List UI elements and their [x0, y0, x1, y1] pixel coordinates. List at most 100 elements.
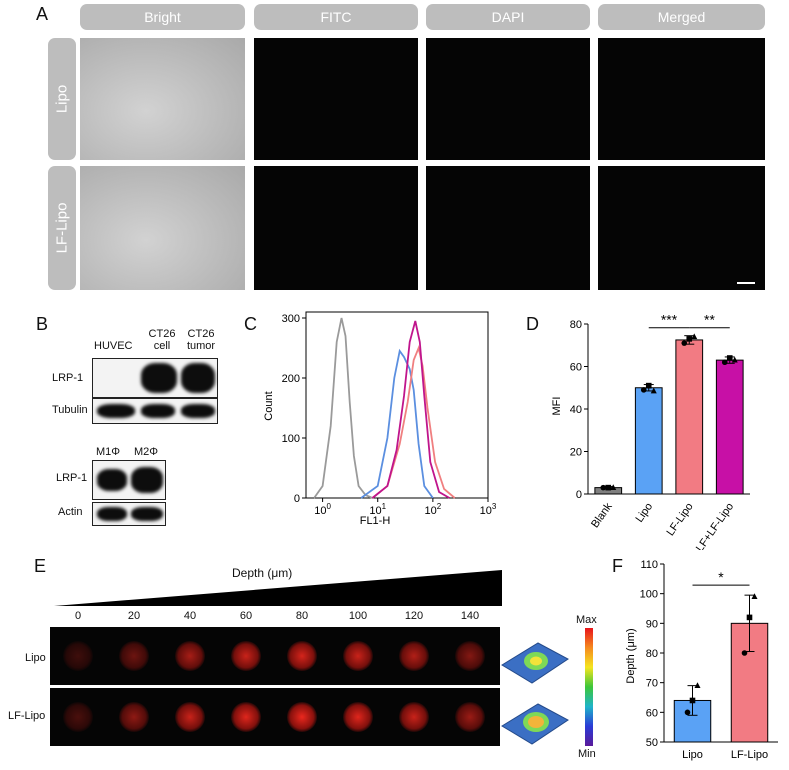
micrograph-lipo-bright [80, 38, 245, 160]
colorbar-max-label: Max [576, 614, 597, 626]
spheroid-row-label-lipo: Lipo [25, 652, 46, 664]
panel-f-letter: F [612, 556, 623, 576]
blot-row-actin: Actin [58, 506, 83, 518]
blot-row-lrp1-bottom: LRP-1 [56, 472, 88, 484]
data-point [726, 355, 733, 361]
data-point [640, 387, 647, 393]
spheroid-image [63, 702, 93, 732]
spheroid-image [399, 641, 429, 671]
significance-label: ** [704, 312, 715, 328]
data-point [751, 593, 758, 600]
micrograph-lipo-dapi [426, 38, 590, 160]
col-header-fitc: FITC [254, 4, 418, 30]
depth-label-40: 40 [183, 610, 197, 622]
chart-c-xtick-label: 103 [480, 502, 497, 517]
row-header-lf-lipo: LF-Lipo [48, 166, 76, 290]
depth-label-120: 120 [404, 610, 424, 622]
data-point [600, 484, 607, 491]
data-point [605, 484, 612, 491]
depth-label-140: 140 [460, 610, 480, 622]
chart-c-ylabel: Count [263, 391, 275, 420]
bar-1 [634, 387, 663, 495]
spheroid-image [119, 641, 149, 671]
data-point [650, 387, 657, 394]
y-tick-label: 100 [640, 589, 658, 601]
chart-c-ytick-label: 200 [282, 373, 300, 385]
data-point [610, 484, 617, 491]
panel-c-letter: C [244, 314, 257, 334]
depth-label-20: 20 [127, 610, 141, 622]
category-label: LF-Lipo [664, 501, 695, 538]
category-label: Lipo [682, 749, 703, 761]
significance-label: *** [661, 312, 678, 328]
spheroid-row-lipo [50, 627, 560, 685]
chart-c-frame [305, 311, 489, 499]
depth-label-100: 100 [348, 610, 368, 622]
chart-c-series [313, 317, 456, 499]
histogram-series-0 [313, 317, 373, 499]
spheroid-row-label-lf-lipo: LF-Lipo [8, 710, 46, 722]
y-tick-label: 80 [646, 648, 658, 660]
col-header-merged: Merged [598, 4, 765, 30]
chart-c-ytick-label: 100 [282, 433, 300, 445]
data-point [645, 382, 652, 389]
micrograph-lf-lipo-dapi [426, 166, 590, 290]
y-tick-label: 40 [570, 404, 582, 416]
micrograph-lipo-fitc [254, 38, 418, 160]
y-tick-label: 60 [570, 362, 582, 374]
depth-wedge [54, 570, 502, 606]
scale-bar [737, 282, 755, 284]
3d-surface-lf-lipo [500, 688, 570, 746]
blot-col-huvec: HUVEC [94, 340, 133, 352]
panel-b-letter: B [36, 314, 49, 334]
blot-row-lrp1-top: LRP-1 [52, 372, 84, 384]
col-header-bright: Bright [80, 4, 245, 30]
colorbar-min-label: Min [578, 748, 596, 760]
data-point [746, 614, 753, 621]
histogram-series-1 [360, 348, 434, 499]
chart-f-ylabel: Depth (μm) [625, 628, 637, 683]
chart-c-xtick-label: 102 [425, 502, 442, 517]
data-point [741, 650, 748, 656]
category-label: LF+LF-Lipo [694, 501, 736, 550]
blot-actin [92, 502, 166, 526]
y-tick-label: 80 [570, 319, 582, 331]
chart-d-ylabel: MFI [551, 397, 563, 416]
spheroid-image [343, 641, 373, 671]
blot-lrp1-bottom [92, 460, 166, 500]
chart-f-content: 50 60 70 80 90 100 110 Lipo LF-Lipo * [640, 559, 778, 761]
chart-c-ytick-label: 0 [294, 493, 300, 505]
data-point [721, 359, 728, 366]
histogram-series-2 [371, 344, 456, 499]
category-label: Blank [589, 500, 615, 530]
data-point [689, 697, 696, 704]
blot-col-m2: M2Φ [134, 446, 159, 458]
3d-surface-lipo [500, 627, 570, 685]
blot-col-m1: M1Φ [96, 446, 121, 458]
row-header-lipo: Lipo [48, 38, 76, 160]
y-tick-label: 50 [646, 737, 658, 749]
spheroid-image [287, 641, 317, 671]
data-point [686, 336, 693, 342]
y-tick-label: 0 [576, 489, 582, 501]
spheroid-image [399, 702, 429, 732]
chart-c-xtick-label: 100 [314, 502, 331, 517]
panel-e-letter: E [34, 556, 47, 576]
depth-axis-label: Depth (μm) [232, 566, 293, 580]
spheroid-image [119, 702, 149, 732]
depth-bar-chart: 50 60 70 80 90 100 110 Lipo LF-Lipo * Depth (μm) [625, 559, 778, 761]
data-point [694, 682, 701, 689]
micrograph-lipo-merged [598, 38, 765, 160]
panel-a-letter: A [36, 4, 49, 24]
col-header-dapi: DAPI [426, 4, 590, 30]
blot-col-ct26-cell: CT26 cell [148, 328, 176, 352]
data-point [681, 340, 688, 346]
y-tick-label: 90 [646, 618, 658, 630]
spheroid-image [231, 702, 261, 732]
bar-2 [675, 339, 704, 495]
spheroid-image [455, 641, 485, 671]
blot-col-ct26-tumor: CT26 tumor [186, 328, 216, 352]
